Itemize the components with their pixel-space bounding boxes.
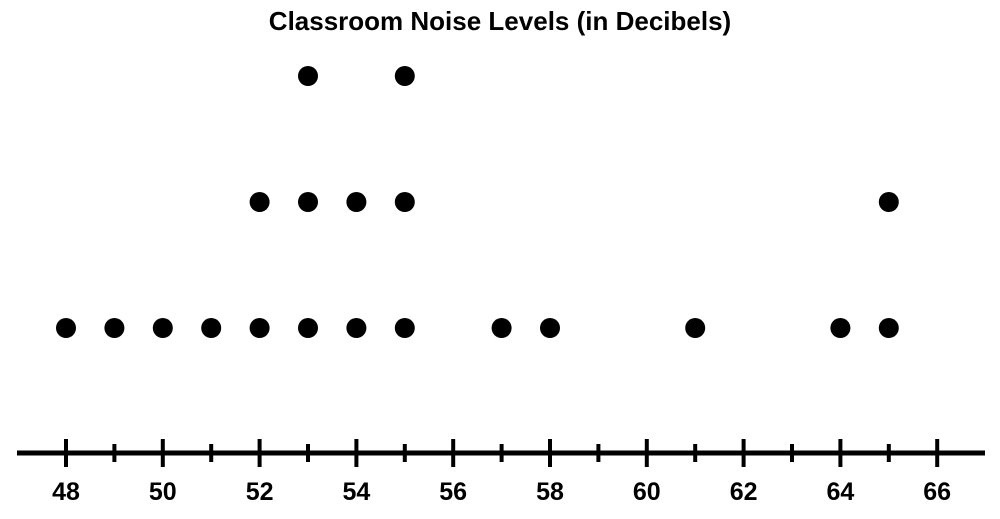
- tick-label: 60: [633, 478, 661, 506]
- data-dot: [346, 318, 367, 338]
- data-dot: [249, 192, 270, 212]
- data-dot: [540, 318, 560, 338]
- tick-labels: 48 50 52 54 56 58 60 62 64 66: [52, 478, 951, 506]
- tick-label: 62: [730, 478, 758, 506]
- data-dots: [56, 66, 899, 338]
- data-dot: [346, 192, 367, 212]
- data-dot: [491, 318, 512, 338]
- tick-label: 64: [826, 478, 854, 506]
- tick-label: 54: [342, 478, 370, 506]
- tick-marks: [64, 439, 940, 467]
- data-dot: [830, 318, 851, 338]
- chart-title: Classroom Noise Levels (in Decibels): [268, 6, 732, 36]
- tick-label: 48: [52, 478, 80, 506]
- data-dot: [878, 318, 899, 338]
- data-dot: [152, 318, 173, 338]
- tick-label: 52: [246, 478, 274, 506]
- data-dot: [298, 66, 318, 86]
- tick-label: 66: [923, 478, 951, 506]
- tick-label: 58: [536, 478, 564, 506]
- data-dot: [685, 318, 706, 338]
- data-dot: [249, 318, 270, 338]
- data-dot: [104, 318, 125, 338]
- data-dot: [56, 318, 76, 338]
- data-dot: [298, 318, 318, 338]
- data-dot: [298, 192, 318, 212]
- data-dot: [394, 66, 415, 86]
- data-dot: [201, 318, 222, 338]
- tick-label: 50: [149, 478, 177, 506]
- data-dot: [878, 192, 899, 212]
- data-dot: [394, 318, 415, 338]
- data-dot: [394, 192, 415, 212]
- tick-label: 56: [439, 478, 467, 506]
